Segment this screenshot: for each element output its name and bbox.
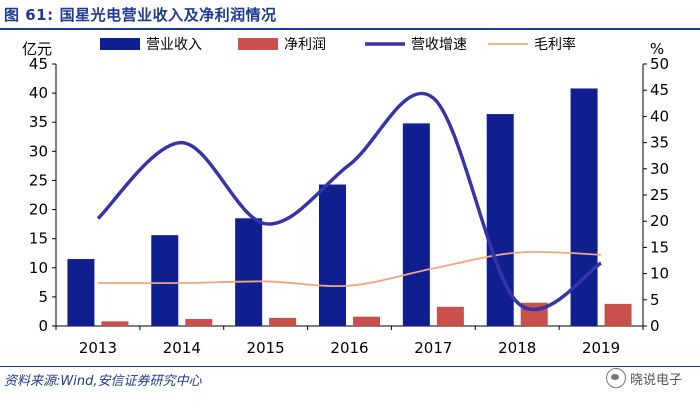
revenue-bar	[235, 218, 263, 326]
revenue-bar	[402, 123, 430, 327]
y-left-tick-label: 10	[29, 259, 48, 277]
watermark-text: 晓说电子	[629, 372, 682, 388]
y-right-unit: %	[650, 40, 664, 58]
y-right-tick-label: 5	[650, 291, 660, 309]
source-divider	[0, 366, 700, 367]
y-right-tick-label: 50	[650, 55, 669, 73]
y-right-tick-label: 45	[650, 81, 669, 99]
y-left-tick-label: 40	[29, 84, 48, 102]
figure-number: 图 61:	[4, 6, 54, 24]
legend-gross-margin-label: 毛利率	[534, 36, 576, 53]
revenue-growth-line	[96, 91, 602, 312]
y-right-tick-label: 10	[650, 265, 669, 283]
legend-net-profit-label: 净利润	[284, 37, 326, 53]
y-left-unit: 亿元	[22, 40, 52, 58]
revenue-bar	[570, 88, 598, 326]
net-profit-bar	[101, 321, 129, 326]
y-left-tick-label: 25	[29, 171, 48, 189]
net-profit-bar	[185, 319, 213, 326]
x-tick-label: 2014	[163, 339, 201, 357]
legend-net-profit-swatch	[238, 38, 278, 50]
y-right-tick-label: 40	[650, 107, 669, 125]
x-tick-label: 2013	[79, 339, 117, 357]
y-right-tick-label: 35	[650, 134, 669, 152]
y-right-tick-label: 25	[650, 186, 669, 204]
chart-labels: 0 5 10 15 20 25 30 35 40 45 0 5 10 15 20 25 30 35 40 45 50 20…	[22, 40, 669, 357]
x-tick-label: 2017	[414, 339, 452, 357]
x-tick-label: 2019	[582, 339, 620, 357]
legend-revenue-growth-label: 营收增速	[411, 37, 467, 53]
wechat-icon	[605, 368, 626, 388]
revenue-bar	[151, 235, 179, 326]
y-right-tick-label: 15	[650, 238, 669, 256]
gross-margin-line	[97, 251, 602, 287]
net-profit-bar	[604, 303, 632, 326]
chart-lines	[96, 91, 602, 312]
y-left-tick-label: 15	[29, 230, 48, 248]
watermark: 晓说电子	[605, 368, 682, 388]
x-tick-label: 2016	[330, 339, 368, 357]
legend-revenue-label: 营业收入	[146, 37, 202, 53]
y-right-tick-label: 0	[650, 317, 660, 335]
y-right-tick-label: 20	[650, 212, 669, 230]
revenue-bar	[319, 184, 346, 326]
net-profit-bar	[269, 317, 297, 326]
revenue-bar	[67, 259, 95, 326]
y-left-tick-label: 0	[38, 317, 48, 335]
figure-title-text: 国星光电营业收入及净利润情况	[59, 6, 277, 24]
y-left-tick-label: 35	[29, 113, 48, 131]
net-profit-bar	[436, 306, 464, 326]
y-left-tick-label: 45	[29, 55, 48, 73]
x-tick-label: 2018	[498, 339, 536, 357]
figure-title: 图 61: 国星光电营业收入及净利润情况	[4, 4, 277, 25]
y-right-tick-label: 30	[650, 160, 669, 178]
chart-bars	[67, 88, 632, 327]
chart-legend: 营业收入 净利润 营收增速 毛利率	[100, 36, 576, 53]
x-tick-label: 2015	[247, 339, 285, 357]
y-left-tick-label: 30	[29, 142, 48, 160]
source-note: 资料来源:Wind,安信证券研究中心	[4, 374, 202, 389]
net-profit-bar	[353, 316, 380, 326]
revenue-profit-chart: 0 5 10 15 20 25 30 35 40 45 0 5 10 15 20 25 30 35 40 45 50 20…	[22, 36, 669, 357]
title-divider	[0, 28, 700, 30]
chart-axes	[52, 63, 647, 330]
legend-revenue-swatch	[100, 38, 140, 50]
y-left-tick-label: 20	[29, 201, 48, 219]
y-left-tick-label: 5	[38, 288, 48, 306]
